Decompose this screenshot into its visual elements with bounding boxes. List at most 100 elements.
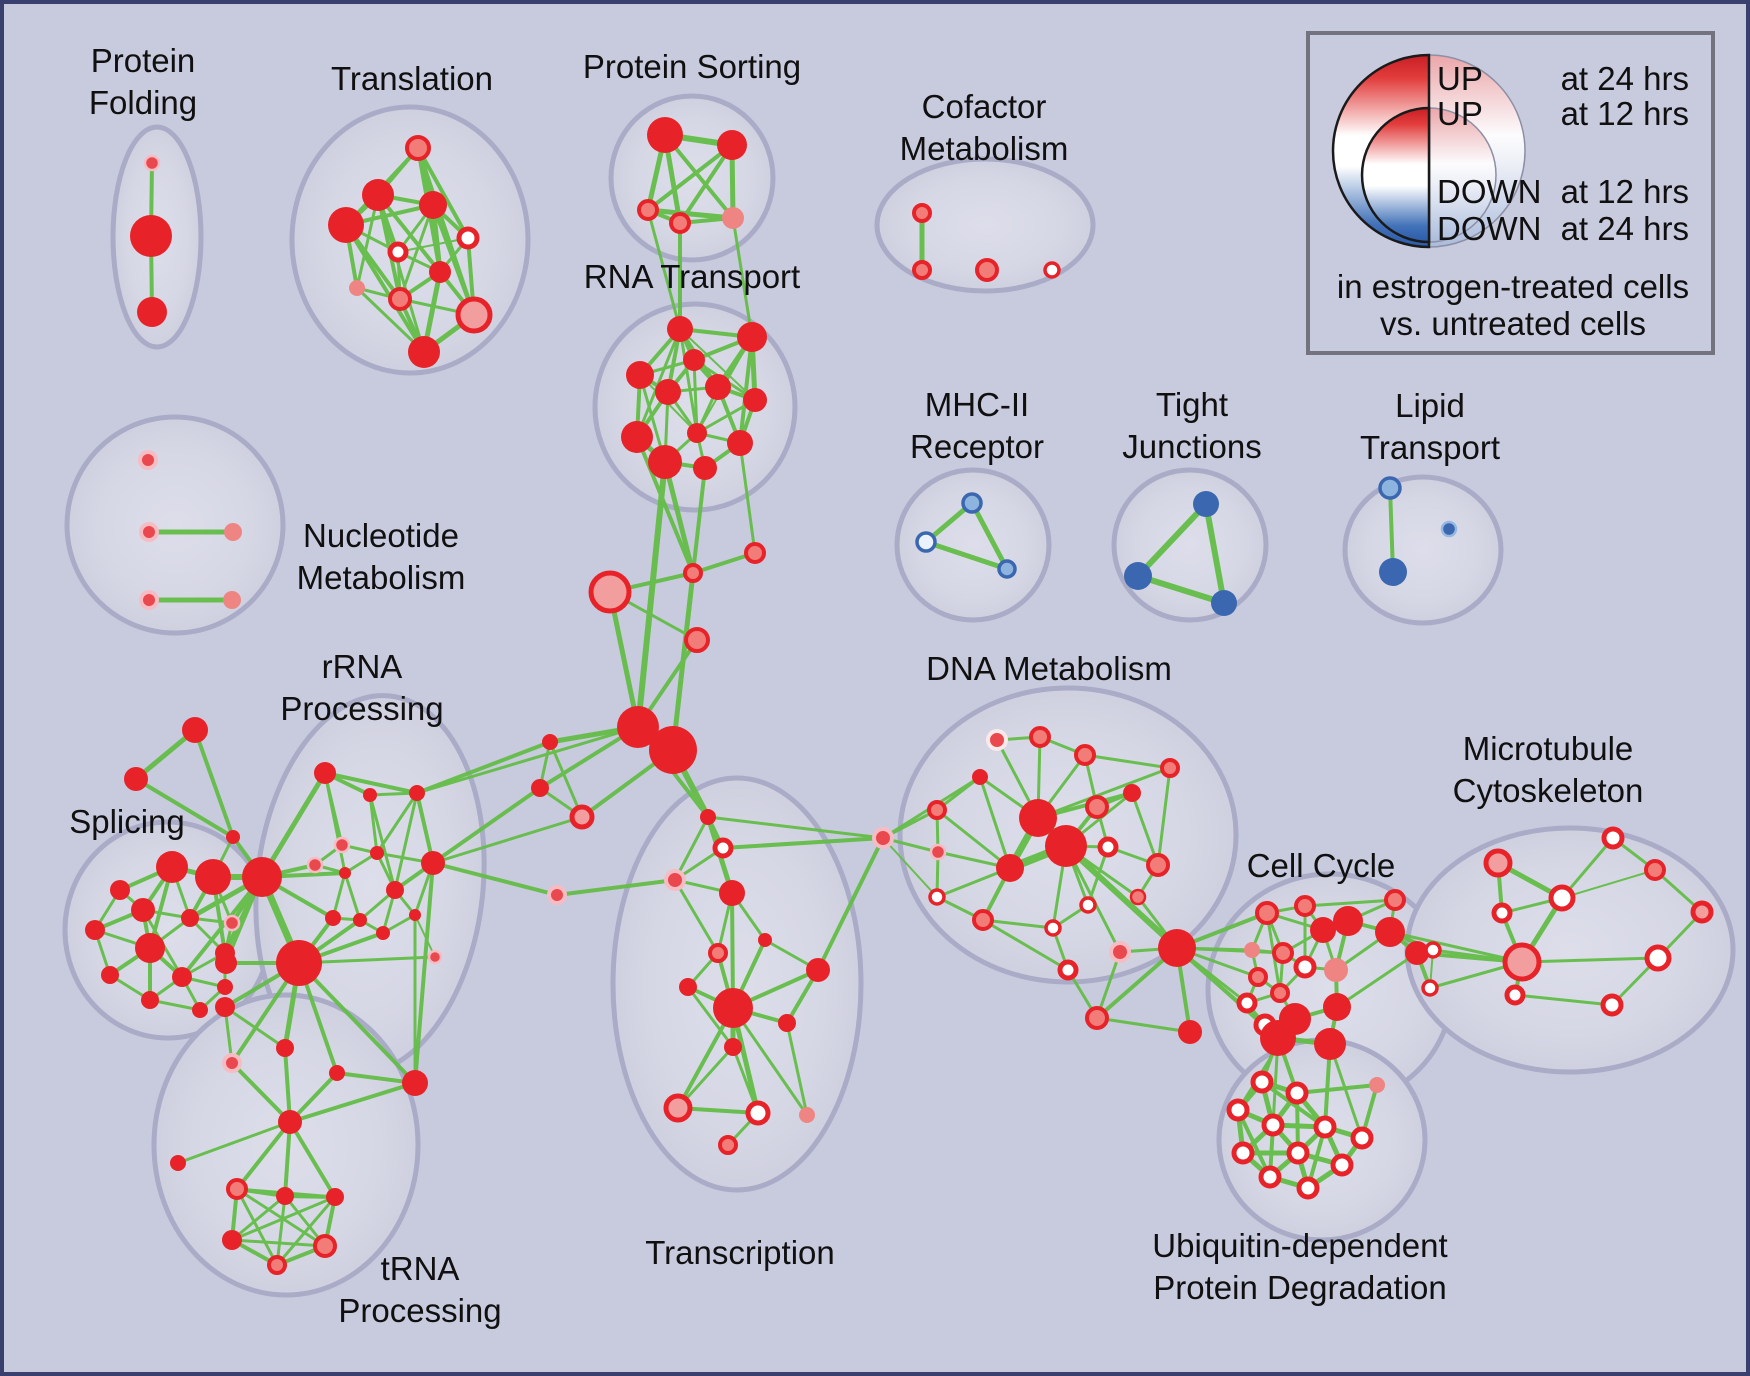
- edge-rt1-rt9: [738, 335, 754, 445]
- edge-hx1-hx5: [275, 1194, 287, 1267]
- node-hub2: [649, 726, 697, 774]
- edge-tj0-tj1: [1135, 501, 1209, 579]
- node-hx1: [276, 1187, 294, 1205]
- edge-tri1-tri2: [134, 777, 235, 839]
- cluster-label-dna-metabolism-line1: DNA Metabolism: [926, 650, 1172, 687]
- edge-rhub-r14: [297, 961, 417, 1085]
- edge-tri0-tri2: [193, 728, 235, 839]
- node-cc16: [1375, 917, 1405, 947]
- edge-r12-r13: [414, 914, 436, 958]
- edge-cc11-cc17: [1335, 951, 1419, 1009]
- cluster-label-trna-processing-line1: tRNA: [381, 1250, 460, 1287]
- edge-rt0-rt6: [679, 328, 756, 401]
- node-d5: [1085, 795, 1109, 819]
- node-d11: [1079, 896, 1097, 914]
- node-d20: [1160, 758, 1180, 778]
- cluster-label-microtubule-cytoskeleton-line1: Microtubule: [1463, 730, 1634, 767]
- edge-br2-hx2: [288, 1120, 337, 1199]
- node-rhub: [276, 940, 322, 986]
- cluster-label-rrna-processing-line1: rRNA: [322, 648, 403, 685]
- edge-conn1-hr1: [706, 815, 885, 840]
- node-tx4: [758, 933, 772, 947]
- node-d13: [1146, 853, 1170, 877]
- edge-conn1-tx6: [816, 836, 885, 972]
- cluster-label-cofactor-metabolism-line1: Cofactor: [922, 88, 1047, 125]
- node-nm4: [223, 591, 241, 609]
- node-s9: [101, 966, 119, 984]
- node-d9: [928, 888, 946, 906]
- cluster-label-cofactor-metabolism-line2: Metabolism: [900, 130, 1069, 167]
- edge-hub1-r2n: [415, 725, 640, 795]
- edge-hb-hub1: [607, 589, 641, 730]
- node-tx9: [724, 1038, 742, 1056]
- edge-d4-db3: [935, 808, 1012, 870]
- node-tr0: [215, 997, 235, 1017]
- edge-rt10-hub1: [635, 459, 668, 730]
- node-r4: [306, 856, 324, 874]
- node-u1: [1285, 1081, 1309, 1105]
- node-cc2: [1310, 917, 1336, 943]
- cluster-label-protein-sorting-line1: Protein Sorting: [583, 48, 801, 85]
- node-nm2: [224, 523, 242, 541]
- node-mt2: [1491, 902, 1513, 924]
- node-t4: [456, 226, 480, 250]
- node-ps4: [722, 207, 744, 229]
- node-tr1: [276, 1039, 294, 1057]
- node-mt9: [1690, 900, 1714, 924]
- edge-br2-hx0: [235, 1120, 292, 1191]
- edge-ps2-rt0: [646, 208, 682, 331]
- node-rt6: [743, 388, 767, 412]
- node-d17: [1085, 1006, 1109, 1030]
- node-tx6: [806, 958, 830, 982]
- node-cf1: [912, 260, 932, 280]
- node-rt0: [667, 316, 693, 342]
- edge-r0-r6: [323, 771, 347, 875]
- node-s1: [195, 859, 231, 895]
- node-s5: [223, 914, 241, 932]
- node-t10: [408, 336, 440, 368]
- node-d2: [1074, 744, 1096, 766]
- node-db2: [1045, 825, 1087, 867]
- node-u8: [1330, 1153, 1354, 1177]
- cluster-label-nucleotide-metabolism-line1: Nucleotide: [303, 517, 459, 554]
- edge-r2n-r8: [393, 791, 419, 892]
- node-rt3: [626, 361, 654, 389]
- node-ps2: [637, 199, 659, 221]
- node-pf2: [137, 297, 167, 327]
- node-s4: [181, 909, 199, 927]
- cluster-label-cell-cycle-line1: Cell Cycle: [1247, 847, 1396, 884]
- cluster-label-protein-folding-line2: Folding: [89, 84, 197, 121]
- node-tri0: [182, 717, 208, 743]
- cluster-label-nucleotide-metabolism-line2: Metabolism: [297, 559, 466, 596]
- edge-tx7-tx9: [686, 985, 735, 1049]
- edge-hr1-hr3: [673, 815, 710, 882]
- edge-d20-d13: [1156, 766, 1172, 867]
- edge-t3-t10: [344, 223, 426, 354]
- node-rt1: [737, 322, 767, 352]
- cluster-label-rna-transport-line1: RNA Transport: [584, 258, 800, 295]
- cluster-lipid-transport: [1342, 474, 1504, 626]
- network-figure: Protein Folding Translation Protein Sorting…: [62, 31, 1736, 1329]
- node-t9: [455, 296, 493, 334]
- edge-hr3-tx5: [673, 878, 720, 955]
- edge-r14-br2: [288, 1081, 417, 1124]
- edge-rt0-rt7: [678, 327, 699, 435]
- edge-hx3-hx4: [230, 1238, 327, 1248]
- node-tx13: [718, 1135, 738, 1155]
- edge-t0-t4: [416, 146, 470, 240]
- edge-txb-tx12: [731, 1006, 809, 1117]
- node-u10: [1296, 1176, 1320, 1200]
- node-r7: [421, 851, 445, 875]
- node-nm1: [139, 522, 159, 542]
- node-tx7: [679, 978, 697, 996]
- node-r0: [314, 762, 336, 784]
- node-u7: [1286, 1141, 1310, 1165]
- cluster-mhc-ii-receptor: [894, 467, 1052, 623]
- node-rt2: [683, 349, 705, 371]
- node-d7: [929, 843, 947, 861]
- node-d14: [1129, 888, 1147, 906]
- node-r1: [363, 788, 377, 802]
- node-bridge: [242, 857, 282, 897]
- node-ha: [683, 563, 703, 583]
- node-hx3: [222, 1230, 242, 1250]
